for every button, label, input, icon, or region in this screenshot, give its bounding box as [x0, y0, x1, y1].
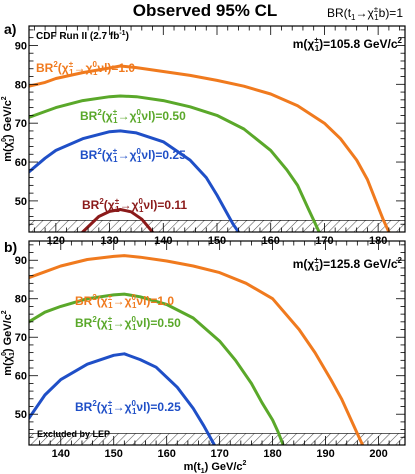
series-label-blue: BR2(χ± 1→χ0 1νl)=0.25	[80, 147, 186, 164]
x-tick-label: 190	[316, 448, 334, 460]
series-line-darkred	[81, 208, 154, 232]
x-tick-label: 200	[369, 448, 387, 460]
y-tick-label: 70	[15, 332, 27, 344]
series-label-green: BR2(χ± 1→χ0 1νl)=0.50	[80, 108, 186, 125]
panel-a: 1201301401501601701805060708090a)CDF Run…	[1, 21, 406, 247]
curves	[29, 64, 391, 232]
y-tick-label: 90	[15, 255, 27, 267]
y-axis-label: m(χ01) GeV/c2	[1, 310, 16, 376]
x-tick-label: 180	[263, 448, 281, 460]
curves	[29, 254, 365, 445]
series-label-green: BR2(χ± 1→χ0 1νl)=0.50	[75, 315, 181, 332]
x-tick-label: 140	[52, 448, 70, 460]
series-label-blue: BR2(χ± 1→χ0 1νl)=0.25	[75, 399, 181, 416]
x-tick-label: 160	[158, 448, 176, 460]
panel-annotation: CDF Run II (2.7 fb-1)	[36, 30, 129, 42]
series-label-darkred: BR2(χ± 1→χ0 1νl)=0.11	[82, 197, 187, 214]
series-label-orange: BR2(χ± 1→χ0 1νl)=1.0	[75, 293, 174, 310]
y-tick-label: 60	[15, 371, 27, 383]
x-axis-label: m(t1) GeV/c2	[184, 460, 247, 474]
y-tick-label: 70	[15, 118, 27, 130]
plot-frame	[28, 240, 406, 446]
y-axis-label: m(χ01) GeV/c2	[1, 96, 16, 162]
y-tick-label: 80	[15, 294, 27, 306]
panel-b: 140 150 160 170 180 190 200 50 60 70 80 90b) Exclude…	[1, 239, 406, 474]
panel-annotation: Excluded by LEP	[37, 429, 110, 439]
panel-label: b)	[4, 239, 17, 255]
mass-label: m(χ± 1)=105.8 GeV/c2	[293, 36, 403, 53]
y-tick-label: 50	[15, 409, 27, 421]
mass-label: m(χ± 1)=125.8 GeV/c2	[293, 256, 403, 273]
series-line-green	[29, 94, 321, 232]
corner-label: BR(t1→χ± 1b)=1	[327, 5, 403, 22]
series-line-orange	[29, 64, 391, 232]
series-line-blue	[29, 129, 240, 232]
excluded-region	[29, 433, 405, 445]
series-line-green	[29, 292, 285, 445]
series-label-orange: BR2(χ± 1→χ0 1νl)=1.0	[36, 60, 135, 77]
series-line-blue	[29, 352, 216, 445]
panel-label: a)	[4, 21, 16, 37]
y-tick-label: 60	[15, 157, 27, 169]
y-tick-label: 80	[15, 79, 27, 91]
series-line-orange	[29, 254, 365, 445]
y-tick-label: 50	[15, 196, 27, 208]
x-tick-label: 150	[105, 448, 123, 460]
figure-title: Observed 95% CL	[133, 1, 278, 20]
y-tick-label: 90	[15, 40, 27, 52]
x-tick-label: 170	[210, 448, 228, 460]
